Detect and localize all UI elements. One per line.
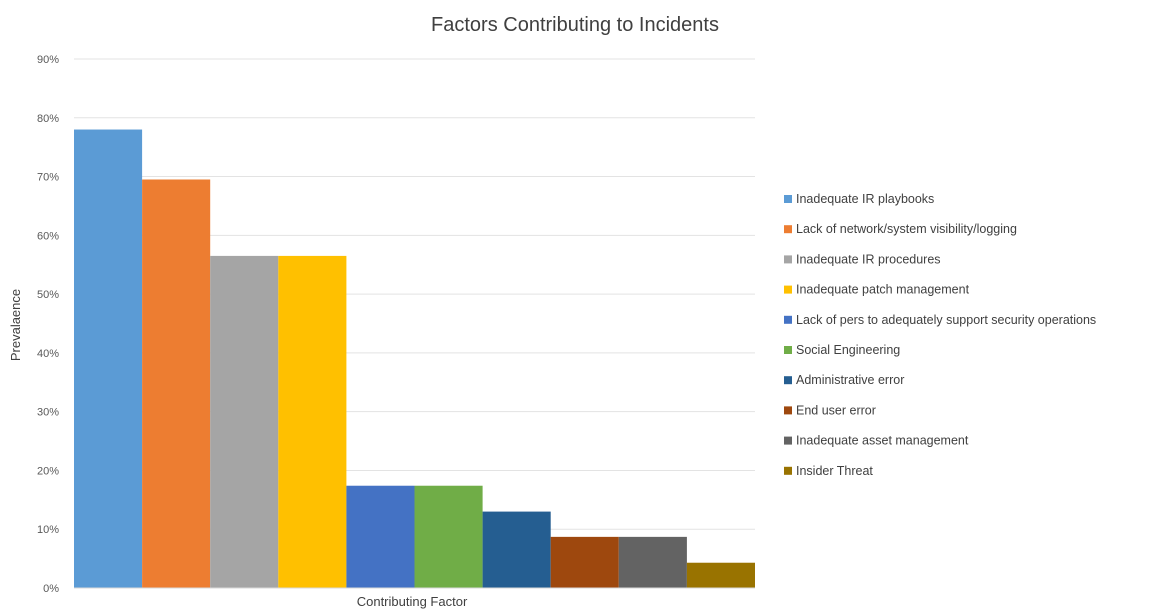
legend-label: Lack of network/system visibility/loggin… (796, 222, 1017, 236)
legend-label: Inadequate asset management (796, 434, 969, 448)
legend-swatch (784, 376, 792, 385)
legend-swatch (784, 346, 792, 354)
y-tick-label: 10% (37, 524, 59, 536)
y-tick-label: 40% (37, 348, 59, 360)
legend-label: Insider Threat (796, 464, 873, 478)
y-axis-ticks: 0% 10% 20% 30% 40% 50% 60% 70% 80% 90% (37, 54, 59, 595)
legend-label: Inadequate IR procedures (796, 252, 941, 266)
legend-item: Insider Threat (784, 464, 873, 478)
legend: Inadequate IR playbooks Lack of network/s… (784, 192, 1096, 478)
bar (618, 536, 687, 588)
legend-swatch (784, 285, 792, 294)
x-axis-label: Contributing Factor (357, 594, 468, 609)
legend-swatch (784, 436, 792, 445)
legend-label: Inadequate IR playbooks (796, 192, 934, 206)
legend-swatch (784, 255, 792, 264)
y-tick-label: 30% (37, 407, 59, 419)
legend-swatch (784, 195, 792, 203)
chart-title: Factors Contributing to Incidents (431, 14, 719, 36)
bars (74, 129, 755, 589)
legend-swatch (784, 225, 792, 234)
bar (686, 562, 755, 588)
legend-item: Lack of pers to adequately support secur… (784, 313, 1096, 327)
y-tick-label: 90% (37, 54, 59, 66)
legend-label: Administrative error (796, 373, 904, 387)
legend-item: Social Engineering (784, 343, 900, 357)
y-tick-label: 20% (37, 465, 59, 477)
bar (414, 485, 483, 588)
bar (278, 255, 347, 588)
bar (74, 129, 143, 589)
legend-label: Social Engineering (796, 343, 900, 357)
legend-swatch (784, 466, 792, 475)
legend-label: Inadequate patch management (796, 283, 970, 297)
legend-item: Lack of network/system visibility/loggin… (784, 222, 1017, 236)
bar (550, 536, 619, 588)
legend-item: Inadequate IR procedures (784, 252, 941, 266)
legend-item: End user error (784, 403, 876, 417)
legend-item: Administrative error (784, 373, 904, 387)
legend-item: Inadequate IR playbooks (784, 192, 934, 206)
legend-item: Inadequate asset management (784, 434, 969, 448)
legend-item: Inadequate patch management (784, 283, 970, 297)
legend-label: End user error (796, 403, 876, 417)
y-tick-label: 50% (37, 289, 59, 301)
bar (482, 511, 551, 588)
y-tick-label: 80% (37, 113, 59, 125)
y-tick-label: 60% (37, 230, 59, 242)
y-tick-label: 0% (43, 583, 59, 595)
y-axis-label: Prevalaence (8, 289, 23, 361)
y-tick-label: 70% (37, 172, 59, 184)
bar (142, 179, 211, 588)
bar (210, 255, 279, 588)
legend-swatch (784, 315, 792, 324)
legend-label: Lack of pers to adequately support secur… (796, 313, 1096, 327)
bar (346, 485, 415, 588)
legend-swatch (784, 406, 792, 415)
